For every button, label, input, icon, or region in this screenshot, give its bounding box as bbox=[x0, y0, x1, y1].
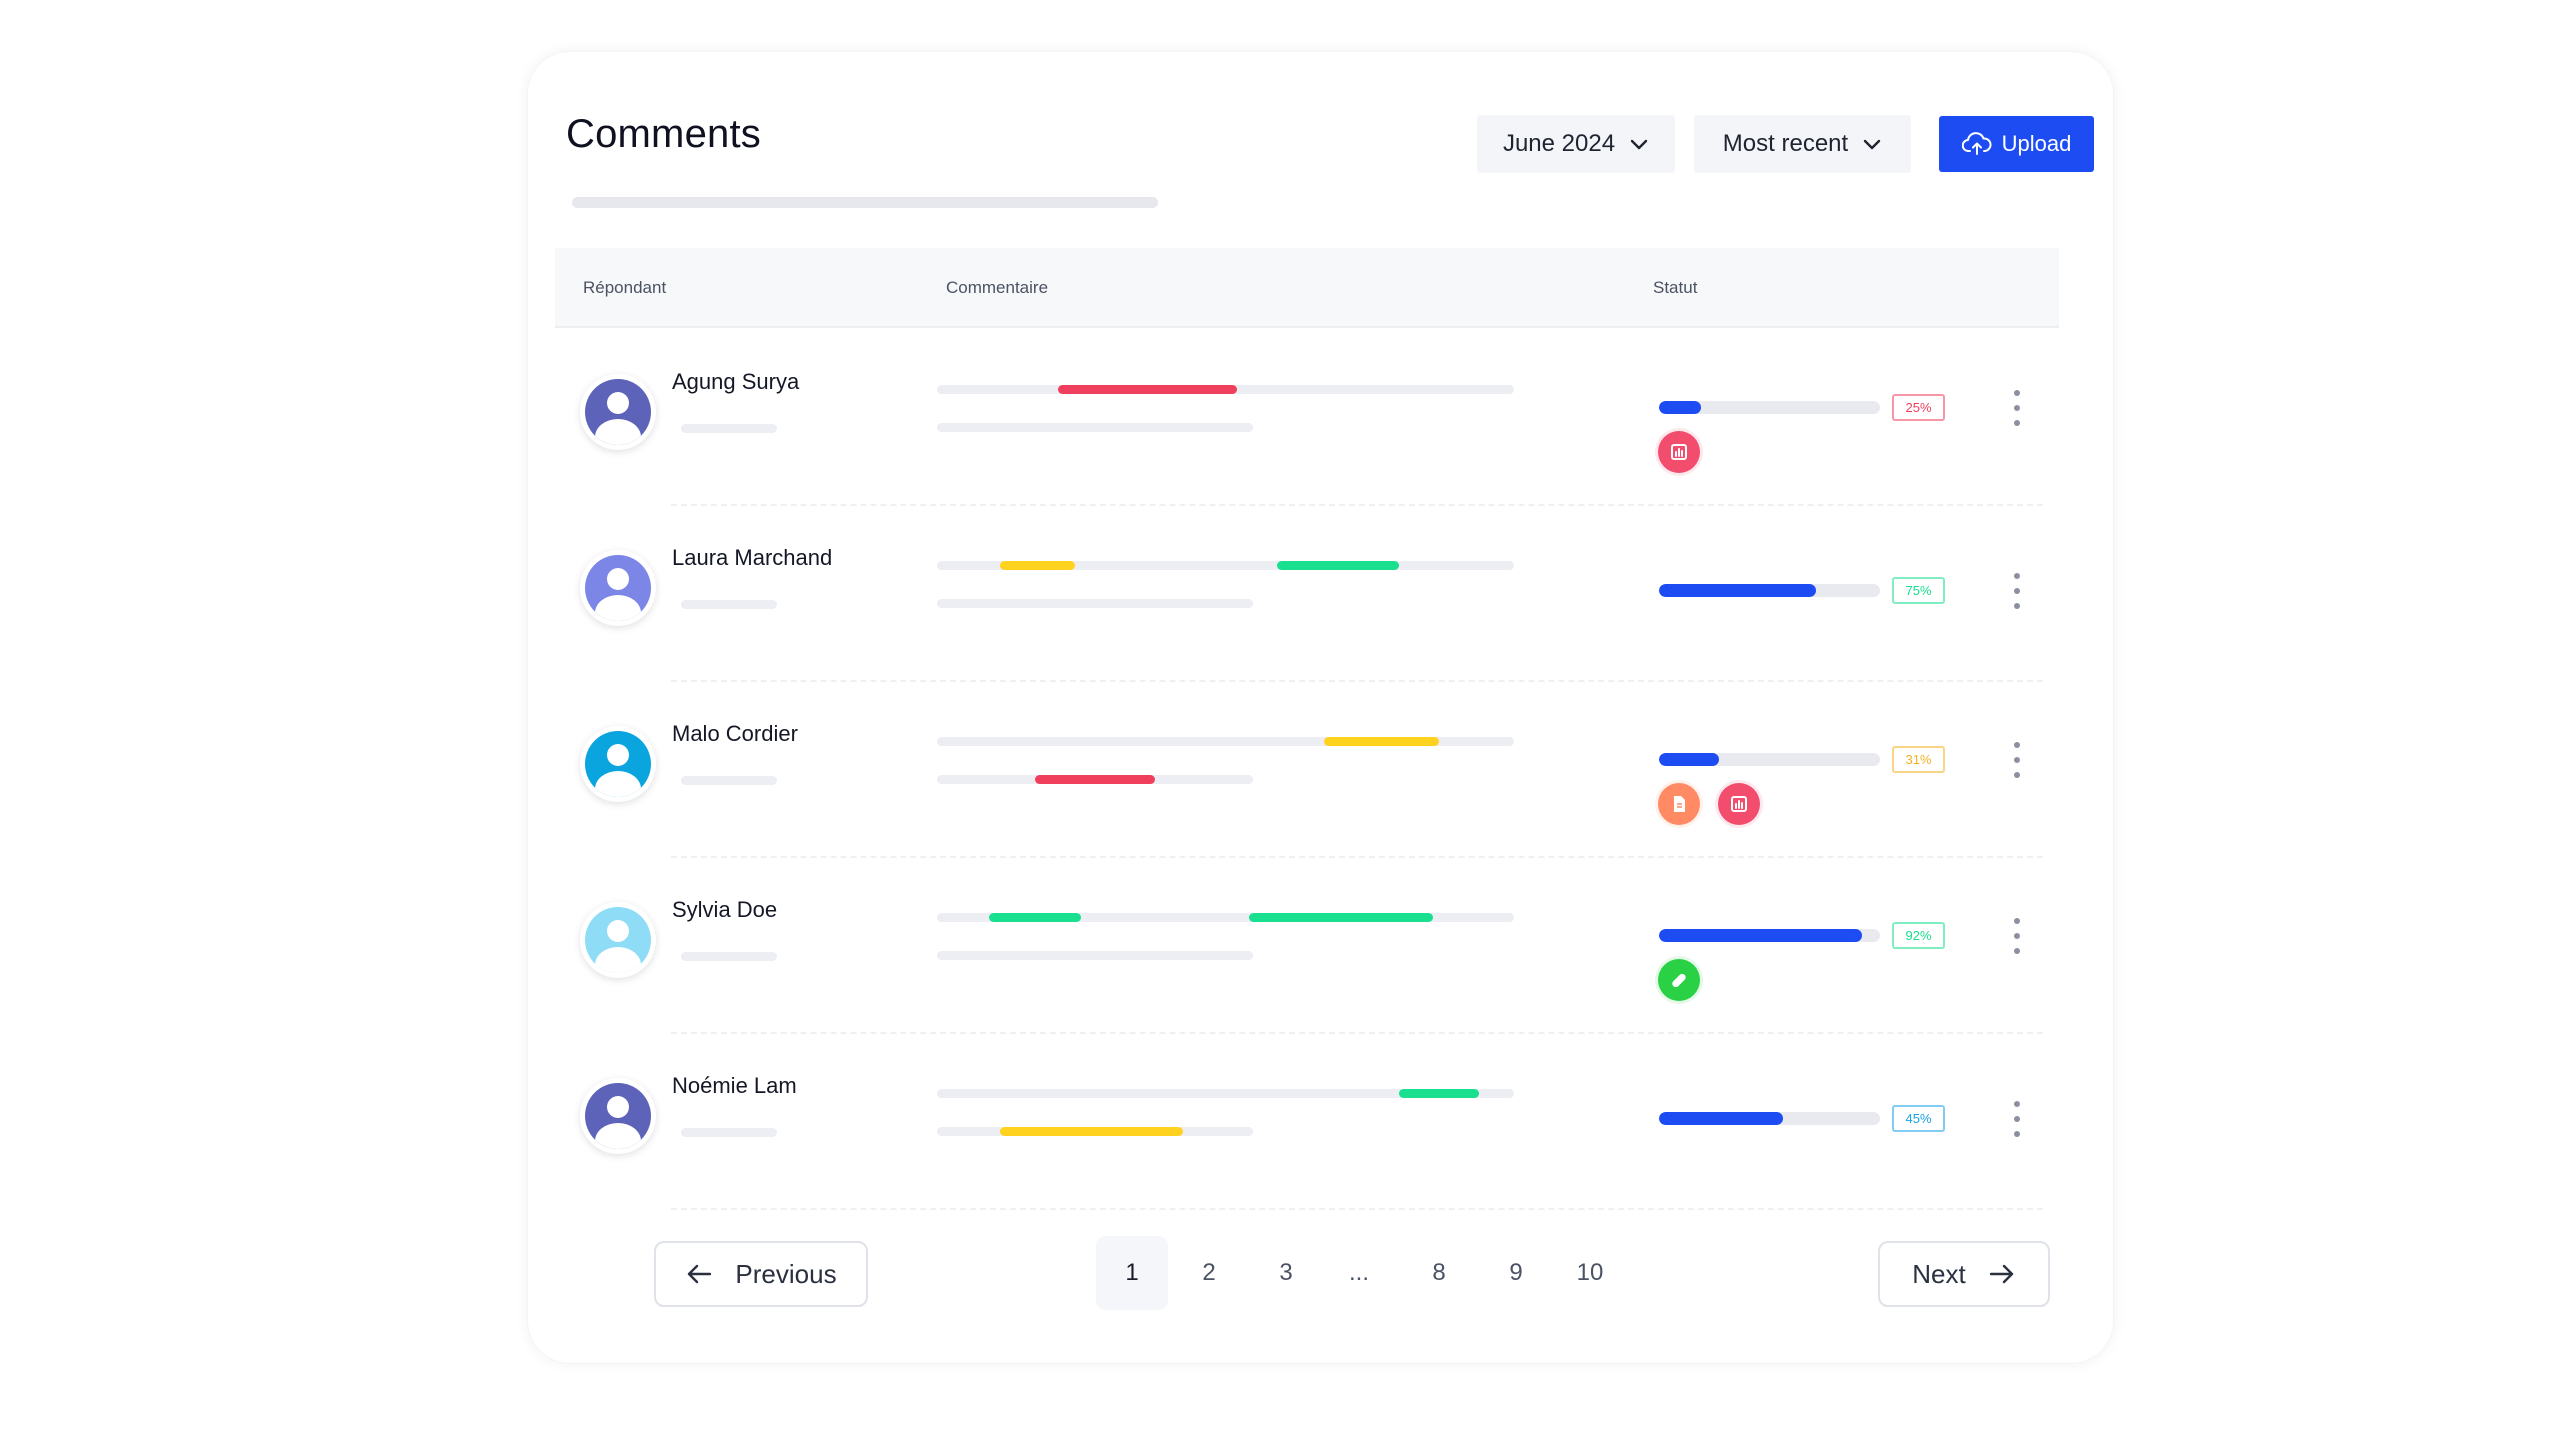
row-divider bbox=[671, 1032, 2043, 1034]
respondent-placeholder-bar bbox=[681, 600, 777, 609]
avatar bbox=[580, 1078, 656, 1154]
pill-icon[interactable] bbox=[1658, 959, 1700, 1001]
table-row: Sylvia Doe 92% bbox=[555, 858, 2059, 1034]
column-header-respondent: Répondant bbox=[583, 278, 667, 297]
respondent-name: Sylvia Doe bbox=[672, 897, 778, 922]
comment-line bbox=[937, 423, 1253, 432]
avatar bbox=[580, 902, 656, 978]
comment-highlight bbox=[1034, 775, 1156, 784]
page-9-button[interactable]: 9 bbox=[1509, 1259, 1523, 1286]
chevron-down-icon bbox=[1630, 139, 1648, 150]
sort-label: Most recent bbox=[1722, 130, 1849, 157]
previous-label: Previous bbox=[735, 1258, 837, 1289]
next-label: Next bbox=[1912, 1258, 1966, 1289]
comment-line bbox=[937, 385, 1514, 394]
comment-highlight bbox=[1000, 1127, 1184, 1136]
progress-fill bbox=[1659, 401, 1701, 414]
row-divider bbox=[671, 1208, 2043, 1210]
comment-highlight bbox=[1000, 561, 1076, 570]
table-row: Noémie Lam 45% bbox=[555, 1034, 2059, 1210]
next-button[interactable]: Next bbox=[1878, 1241, 2050, 1307]
previous-button[interactable]: Previous bbox=[654, 1241, 868, 1307]
page-1-button[interactable]: 1 bbox=[1096, 1236, 1168, 1310]
document-icon[interactable] bbox=[1658, 783, 1700, 825]
respondent-placeholder-bar bbox=[681, 1128, 777, 1137]
arrow-left-icon bbox=[688, 1264, 712, 1284]
title-placeholder-bar bbox=[572, 197, 1158, 208]
more-options-icon[interactable] bbox=[2007, 573, 2027, 609]
row-divider bbox=[671, 504, 2043, 506]
progress-bar bbox=[1659, 584, 1880, 597]
more-options-icon[interactable] bbox=[2007, 390, 2027, 426]
status-badge: 31% bbox=[1892, 746, 1945, 773]
table-header: Répondant Commentaire Statut bbox=[555, 248, 2059, 328]
more-options-icon[interactable] bbox=[2007, 1101, 2027, 1137]
chart-icon[interactable] bbox=[1658, 431, 1700, 473]
page-2-button[interactable]: 2 bbox=[1202, 1259, 1216, 1286]
respondent-name: Agung Surya bbox=[672, 369, 800, 394]
avatar bbox=[580, 374, 656, 450]
page-8-button[interactable]: 8 bbox=[1432, 1259, 1446, 1286]
table-row: Agung Surya 25% bbox=[555, 330, 2059, 506]
more-options-icon[interactable] bbox=[2007, 918, 2027, 954]
comment-line bbox=[937, 737, 1514, 746]
progress-fill bbox=[1659, 584, 1816, 597]
comment-line bbox=[937, 775, 1253, 784]
progress-fill bbox=[1659, 753, 1719, 766]
row-divider bbox=[671, 856, 2043, 858]
comment-line bbox=[937, 561, 1514, 570]
comment-highlight bbox=[1277, 561, 1399, 570]
respondent-name: Laura Marchand bbox=[672, 545, 833, 570]
progress-bar bbox=[1659, 1112, 1880, 1125]
respondent-placeholder-bar bbox=[681, 424, 777, 433]
comment-line bbox=[937, 599, 1253, 608]
chevron-down-icon bbox=[1863, 139, 1881, 150]
arrow-right-icon bbox=[1989, 1264, 2013, 1284]
respondent-placeholder-bar bbox=[681, 952, 777, 961]
status-badge: 25% bbox=[1892, 394, 1945, 421]
progress-bar bbox=[1659, 929, 1880, 942]
table-row: Malo Cordier 31% bbox=[555, 682, 2059, 858]
chart-icon[interactable] bbox=[1718, 783, 1760, 825]
upload-label: Upload bbox=[2001, 131, 2072, 156]
upload-button[interactable]: Upload bbox=[1939, 116, 2094, 172]
comment-highlight bbox=[1058, 385, 1238, 394]
progress-bar bbox=[1659, 753, 1880, 766]
row-divider bbox=[671, 680, 2043, 682]
more-options-icon[interactable] bbox=[2007, 742, 2027, 778]
status-badge: 75% bbox=[1892, 577, 1945, 604]
status-badge: 45% bbox=[1892, 1105, 1945, 1132]
respondent-placeholder-bar bbox=[681, 776, 777, 785]
status-badge: 92% bbox=[1892, 922, 1945, 949]
comment-line bbox=[937, 951, 1253, 960]
avatar bbox=[580, 550, 656, 626]
progress-fill bbox=[1659, 1112, 1783, 1125]
page-3-button[interactable]: 3 bbox=[1279, 1259, 1293, 1286]
column-header-comment: Commentaire bbox=[946, 278, 1049, 297]
pagination-ellipsis: ... bbox=[1348, 1259, 1369, 1286]
comment-line bbox=[937, 1127, 1253, 1136]
avatar bbox=[580, 726, 656, 802]
date-filter-dropdown[interactable]: June 2024 bbox=[1477, 115, 1675, 173]
progress-fill bbox=[1659, 929, 1863, 942]
progress-bar bbox=[1659, 401, 1880, 414]
page-10-button[interactable]: 10 bbox=[1576, 1259, 1604, 1286]
comment-line bbox=[937, 1089, 1514, 1098]
sort-dropdown[interactable]: Most recent bbox=[1694, 115, 1911, 173]
comment-highlight bbox=[1248, 913, 1434, 922]
comment-highlight bbox=[988, 913, 1082, 922]
respondent-name: Malo Cordier bbox=[672, 721, 798, 746]
column-header-status: Statut bbox=[1653, 278, 1698, 297]
page-title: Comments bbox=[566, 112, 761, 156]
respondent-name: Noémie Lam bbox=[672, 1073, 797, 1098]
cloud-upload-icon bbox=[1961, 132, 1992, 155]
comment-highlight bbox=[1323, 737, 1439, 746]
comment-line bbox=[937, 913, 1514, 922]
table-row: Laura Marchand 75% bbox=[555, 506, 2059, 682]
date-filter-label: June 2024 bbox=[1502, 130, 1616, 157]
comment-highlight bbox=[1398, 1089, 1480, 1098]
